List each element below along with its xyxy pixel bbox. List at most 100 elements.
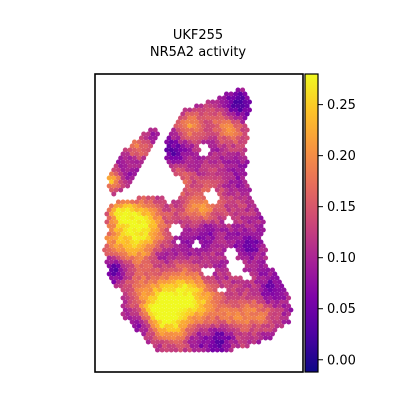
spot [196,227,202,233]
spot [194,199,200,205]
spot [138,215,144,221]
spot [157,335,163,341]
spot [272,311,278,317]
spot [180,223,186,229]
spot [258,247,264,253]
spot [256,275,262,281]
spot [283,307,289,313]
spot [189,167,195,173]
spot [191,147,197,153]
spot [171,159,177,165]
spot [260,267,266,273]
spot [217,223,223,229]
spot [132,155,137,161]
spot [210,339,216,345]
spot [180,255,186,261]
spot [217,327,223,333]
spot [210,99,216,105]
spot [191,179,197,185]
spot [138,295,144,301]
spot [187,171,193,177]
spot [171,215,177,221]
spot [157,319,163,325]
spot [235,167,241,173]
spot [187,147,193,153]
spot [191,155,197,161]
spot [134,279,140,285]
spot [125,223,131,229]
spot [194,295,200,301]
spot [136,323,142,329]
spot [265,283,271,289]
spot [155,275,160,281]
spot [152,247,158,253]
spot [138,311,144,317]
spot [148,207,154,213]
spot [235,303,241,309]
spot [214,139,220,145]
spot [214,307,220,313]
spot [221,263,227,269]
spot [263,303,269,309]
spot [138,279,144,285]
spot [191,163,197,169]
spot [189,239,195,245]
spot [251,331,257,337]
spot [127,211,133,217]
spot [127,315,133,321]
spot [129,319,135,325]
spot [191,267,197,273]
spot [267,327,273,333]
spot [212,167,218,173]
spot [171,167,177,173]
spot [196,115,202,121]
spot [249,207,255,213]
spot [152,295,158,301]
spot [203,231,209,237]
spot [210,299,216,305]
spot [203,303,209,309]
spot [283,299,289,305]
spot [141,315,147,321]
spot [214,331,220,337]
spot [212,343,218,349]
spot [221,207,227,213]
spot [256,227,262,233]
spot [171,263,177,269]
spot [207,175,213,181]
spot [205,235,211,241]
spot [196,187,202,193]
spot [217,143,223,149]
spot [201,283,206,289]
spot [127,203,133,209]
spot [175,271,181,277]
spot [122,267,128,273]
spot [230,167,236,173]
spot [226,239,232,245]
spot [242,131,248,137]
spot [178,155,183,161]
spot [249,215,255,221]
spot [203,263,209,269]
spot [203,127,209,133]
spot [228,243,234,249]
spot [235,327,241,333]
spot [129,311,135,317]
spot [279,307,285,313]
spot [120,263,126,269]
spot [230,303,236,309]
spot [240,191,246,197]
spot [242,147,248,153]
spot [150,211,156,217]
spot [173,235,179,241]
spot [178,147,183,153]
spot [129,159,135,165]
spot [171,239,177,245]
spot [157,295,163,301]
spot [189,319,195,325]
spot [203,335,209,341]
spot [171,295,177,301]
spot [263,319,269,325]
spot [148,127,154,133]
spot [143,327,149,333]
